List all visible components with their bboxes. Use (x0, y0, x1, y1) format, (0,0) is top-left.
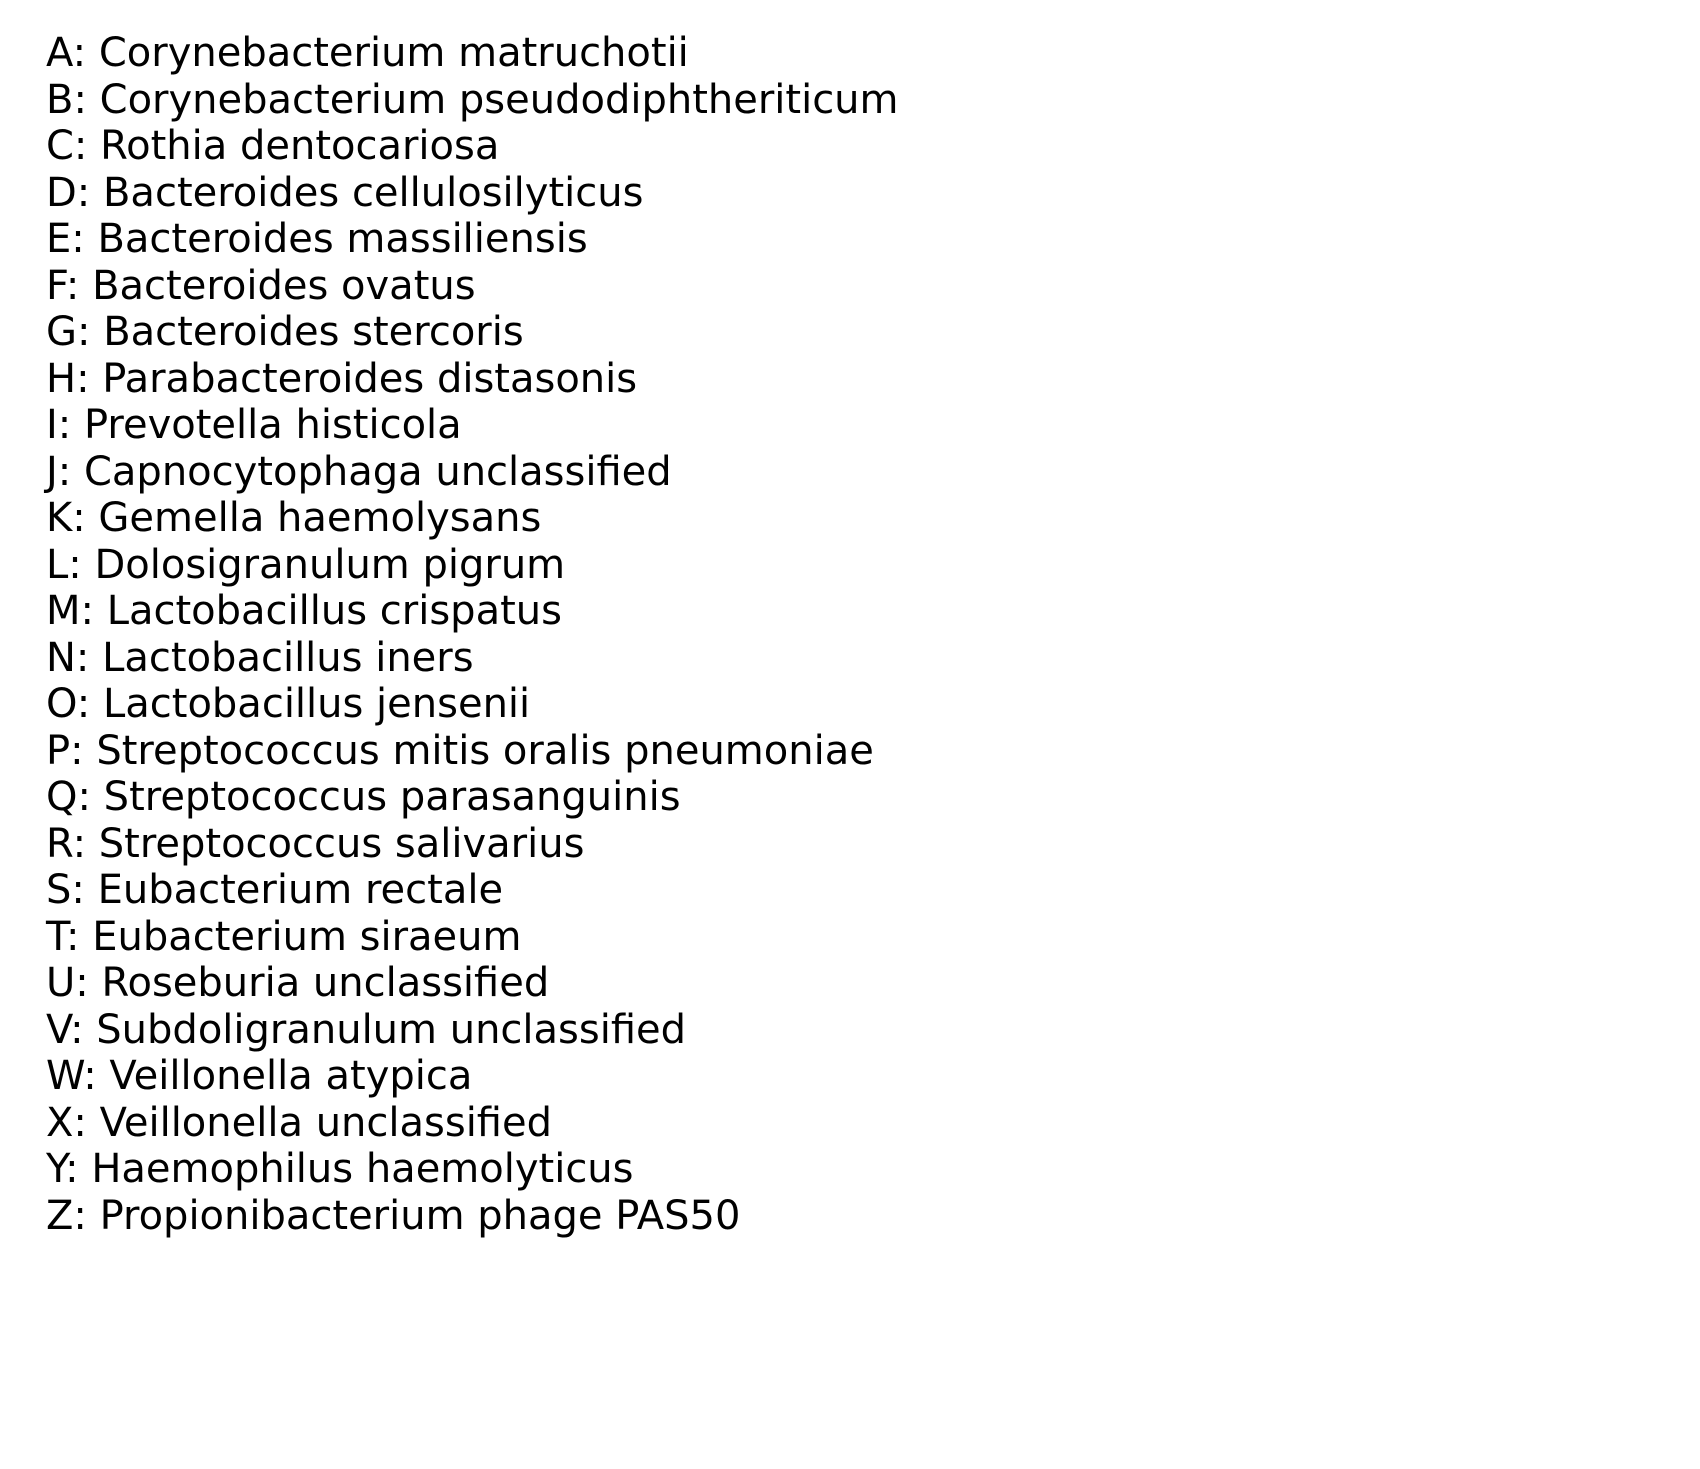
legend-item-x: X: Veillonella unclassified (46, 1099, 552, 1146)
legend-item-o: O: Lactobacillus jensenii (46, 681, 531, 727)
legend-item-p: P: Streptococcus mitis oralis pneumoniae (46, 727, 874, 774)
legend-item-b: B: Corynebacterium pseudodiphtheriticum (46, 76, 899, 123)
legend-item-e: E: Bacteroides massiliensis (46, 216, 588, 262)
legend-item-g: G: Bacteroides stercoris (46, 309, 524, 355)
legend-item-n: N: Lactobacillus iners (46, 634, 474, 681)
legend-item-v: V: Subdoligranulum unclassified (46, 1006, 687, 1053)
legend-item-u: U: Roseburia unclassified (46, 960, 550, 1006)
legend-item-i: I: Prevotella histicola (46, 402, 462, 448)
legend-item-w: W: Veillonella atypica (46, 1053, 473, 1099)
legend-item-r: R: Streptococcus salivarius (46, 820, 585, 867)
legend-item-h: H: Parabacteroides distasonis (46, 355, 638, 402)
legend-item-t: T: Eubacterium siraeum (46, 913, 522, 960)
legend-item-k: K: Gemella haemolysans (46, 495, 542, 541)
legend-item-z: Z: Propionibacterium phage PAS50 (46, 1192, 741, 1239)
legend-item-l: L: Dolosigranulum pigrum (46, 541, 566, 588)
legend-item-d: D: Bacteroides cellulosilyticus (46, 169, 644, 216)
legend-item-m: M: Lactobacillus crispatus (46, 588, 562, 634)
legend-item-y: Y: Haemophilus haemolyticus (46, 1146, 634, 1192)
species-legend-list: A: Corynebacterium matruchotii B: Coryne… (46, 30, 899, 1239)
legend-item-q: Q: Streptococcus parasanguinis (46, 774, 681, 820)
legend-item-j: J: Capnocytophaga unclassified (46, 448, 672, 495)
legend-item-s: S: Eubacterium rectale (46, 867, 504, 913)
legend-item-c: C: Rothia dentocariosa (46, 123, 500, 169)
legend-item-f: F: Bacteroides ovatus (46, 262, 476, 309)
legend-item-a: A: Corynebacterium matruchotii (46, 30, 689, 76)
